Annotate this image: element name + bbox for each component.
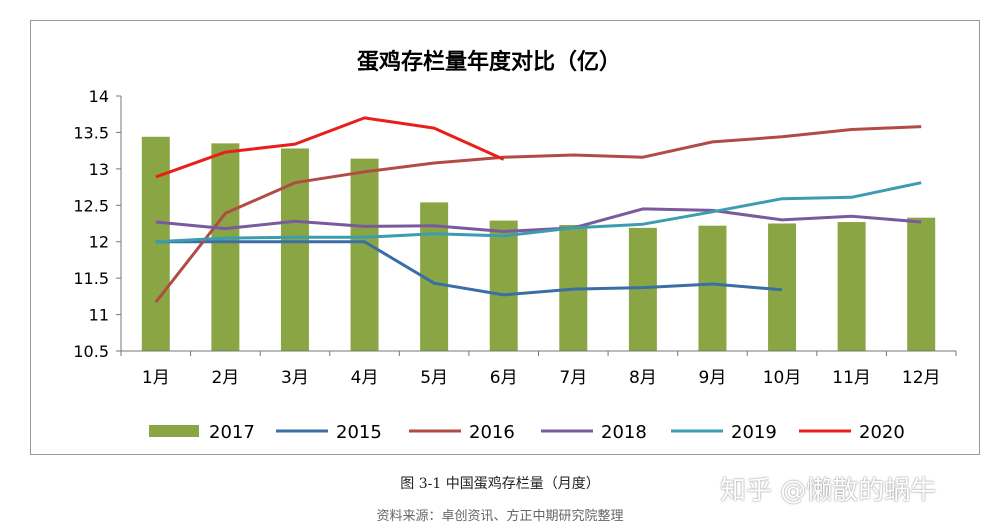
chart-frame: 蛋鸡存栏量年度对比（亿） 14 13.5 13 12.5 12 11.5 11 10.5 1月 2… — [30, 20, 980, 455]
bar-2017 — [628, 227, 657, 351]
legend-label-2019: 2019 — [731, 422, 777, 443]
x-tick-label: 5月 — [420, 368, 448, 388]
axes-layer: 14 13.5 13 12.5 12 11.5 11 10.5 1月 2月 3月 4月 5月 6月 7月 8月… — [73, 87, 957, 388]
bar-2017 — [141, 136, 170, 351]
line-series-2018 — [155, 207, 922, 233]
y-tick-label: 11 — [89, 306, 109, 325]
legend-label-2017: 2017 — [209, 422, 255, 443]
bar-2017 — [211, 143, 240, 351]
source-note: 资料来源：卓创资讯、方正中期研究院整理 — [376, 509, 624, 524]
x-tick-label: 7月 — [559, 368, 587, 388]
chart-title: 蛋鸡存栏量年度对比（亿） — [357, 49, 621, 75]
x-tick-label: 4月 — [351, 368, 379, 388]
legend-label-2016: 2016 — [469, 422, 515, 443]
x-tick-label: 2月 — [211, 368, 239, 388]
y-tick-label: 13.5 — [73, 123, 109, 142]
x-tick-label: 10月 — [763, 368, 802, 388]
lines-layer — [154, 116, 922, 304]
x-tick-label: 9月 — [699, 368, 727, 388]
figure-caption: 图 3-1 中国蛋鸡存栏量（月度） — [400, 476, 600, 492]
line-series-2019 — [155, 181, 922, 244]
x-tick-label: 1月 — [142, 368, 170, 388]
x-tick-label: 3月 — [281, 368, 309, 388]
bar-2017 — [907, 217, 936, 351]
y-tick-label: 14 — [89, 87, 109, 106]
line-series-2015 — [155, 240, 783, 297]
chart-svg: 蛋鸡存栏量年度对比（亿） 14 13.5 13 12.5 12 11.5 11 10.5 1月 2… — [73, 49, 957, 443]
y-tick-label: 12.5 — [73, 196, 109, 215]
watermark: 知乎 @懒散的蜗牛 — [720, 476, 937, 506]
bars-layer — [141, 136, 936, 351]
x-tick-label: 8月 — [629, 368, 657, 388]
y-tick-label: 12 — [89, 233, 109, 252]
bar-2017 — [350, 158, 379, 351]
bar-2017 — [768, 223, 797, 351]
x-tick-label: 12月 — [902, 368, 941, 388]
x-tick-label: 11月 — [832, 368, 871, 388]
legend-label-2015: 2015 — [336, 422, 382, 443]
bar-2017 — [837, 222, 866, 351]
bar-2017 — [280, 148, 309, 351]
legend-swatch-2017 — [149, 425, 199, 437]
x-tick-label: 6月 — [490, 368, 518, 388]
legend: 2017 2015 2016 2018 2019 2020 — [149, 422, 905, 443]
line-series-2016 — [154, 125, 922, 304]
bar-2017 — [698, 225, 727, 351]
bar-2017 — [489, 220, 518, 351]
legend-label-2020: 2020 — [859, 422, 905, 443]
y-tick-label: 13 — [89, 160, 109, 179]
y-tick-label: 11.5 — [73, 269, 109, 288]
line-series-2020 — [155, 116, 505, 179]
y-tick-label: 10.5 — [73, 342, 109, 361]
legend-label-2018: 2018 — [601, 422, 647, 443]
